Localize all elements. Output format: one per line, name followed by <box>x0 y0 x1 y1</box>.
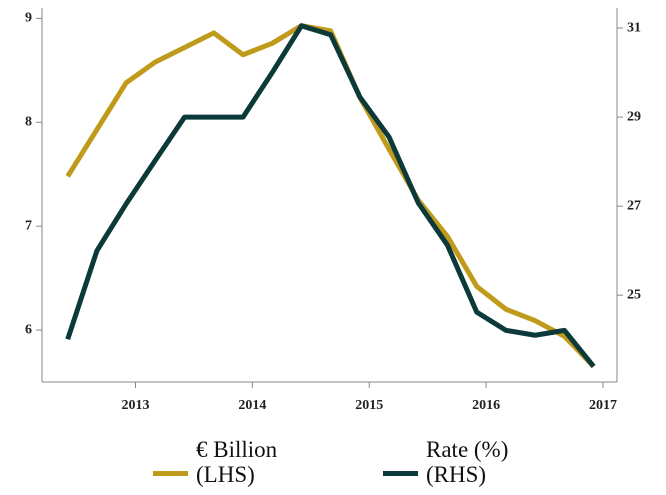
y2-tick-label: 27 <box>627 198 641 213</box>
y2-tick-label: 31 <box>627 20 641 35</box>
legend-label: € Billion (LHS) <box>196 437 278 487</box>
y-tick-label: 7 <box>25 218 32 233</box>
legend-item: Rate (%) (RHS) <box>383 437 536 487</box>
legend-item: € Billion (LHS) <box>153 437 306 487</box>
chart: 6 7 8 9 25 27 29 31 2013 2014 2015 2016 2017 <box>25 8 641 413</box>
y-tick-label: 9 <box>25 11 32 26</box>
legend-swatch <box>153 470 188 476</box>
x-tick-label: 2013 <box>121 398 149 413</box>
y2-tick-label: 25 <box>627 287 641 302</box>
legend-swatch <box>383 470 418 476</box>
y-tick-label: 6 <box>25 322 32 337</box>
series-line <box>65 23 596 368</box>
x-tick-label: 2017 <box>589 398 617 413</box>
legend-label: Rate (%) (RHS) <box>426 437 509 487</box>
x-tick-label: 2016 <box>472 398 500 413</box>
y-tick-label: 8 <box>25 114 32 129</box>
series-line <box>65 23 596 369</box>
x-tick-label: 2014 <box>238 398 266 413</box>
y2-tick-label: 29 <box>627 109 641 124</box>
x-tick-label: 2015 <box>355 398 383 413</box>
